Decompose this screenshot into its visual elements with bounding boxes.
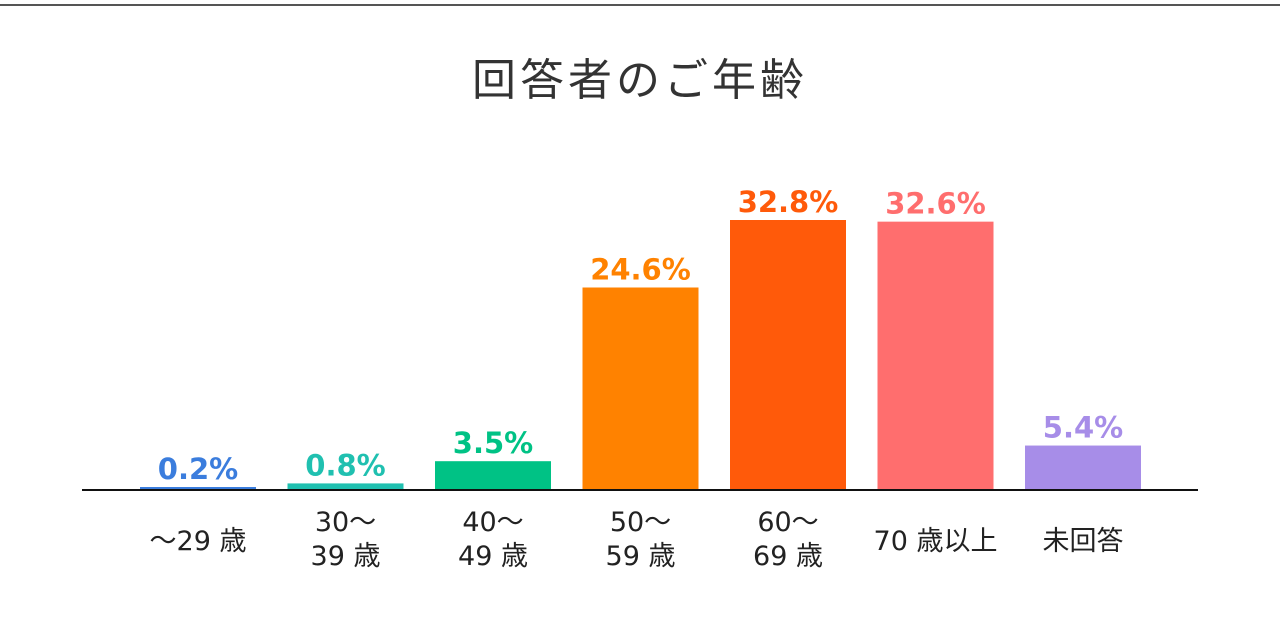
category-label-4-line-0: 60～ — [757, 507, 818, 538]
category-label-2-line-1: 49 歳 — [458, 541, 528, 572]
value-labels-group: 0.2% 0.8% 3.5% 24.6% 32.8% 32.6% 5.4% — [158, 185, 1123, 486]
category-label-5-line-0: 70 歳以上 — [874, 526, 998, 557]
bar-5 — [877, 221, 994, 490]
category-label-3-line-1: 59 歳 — [606, 541, 676, 572]
category-label-2-line-0: 40～ — [462, 507, 523, 538]
bar-4 — [730, 220, 846, 490]
chart-title: 回答者のご年齢 — [472, 55, 808, 106]
bar-value-label-2: 3.5% — [453, 426, 533, 460]
bar-2 — [435, 461, 551, 490]
category-label-6-line-0: 未回答 — [1043, 526, 1124, 557]
category-labels-group: ～29 歳 30～39 歳 40～49 歳 50～59 歳 60～69 歳 70 歳以上 未… — [150, 507, 1124, 572]
category-label-3-line-0: 50～ — [610, 507, 671, 538]
bars-group — [140, 220, 1141, 490]
bar-value-label-0: 0.2% — [158, 452, 238, 486]
bar-value-label-4: 32.8% — [738, 185, 839, 219]
bar-value-label-1: 0.8% — [305, 448, 385, 482]
category-label-1-line-1: 39 歳 — [311, 541, 381, 572]
category-label-0-line-0: ～29 歳 — [150, 526, 247, 557]
bar-3 — [582, 287, 699, 490]
category-label-4-line-1: 69 歳 — [753, 541, 823, 572]
bar-value-label-3: 24.6% — [590, 253, 691, 287]
top-rule — [0, 4, 1280, 6]
bar-value-label-6: 5.4% — [1043, 411, 1123, 445]
bar-value-label-5: 32.6% — [885, 187, 986, 221]
bar-0 — [140, 487, 256, 490]
category-label-1-line-0: 30～ — [315, 507, 376, 538]
bar-6 — [1025, 445, 1141, 490]
bar-1 — [287, 483, 404, 490]
